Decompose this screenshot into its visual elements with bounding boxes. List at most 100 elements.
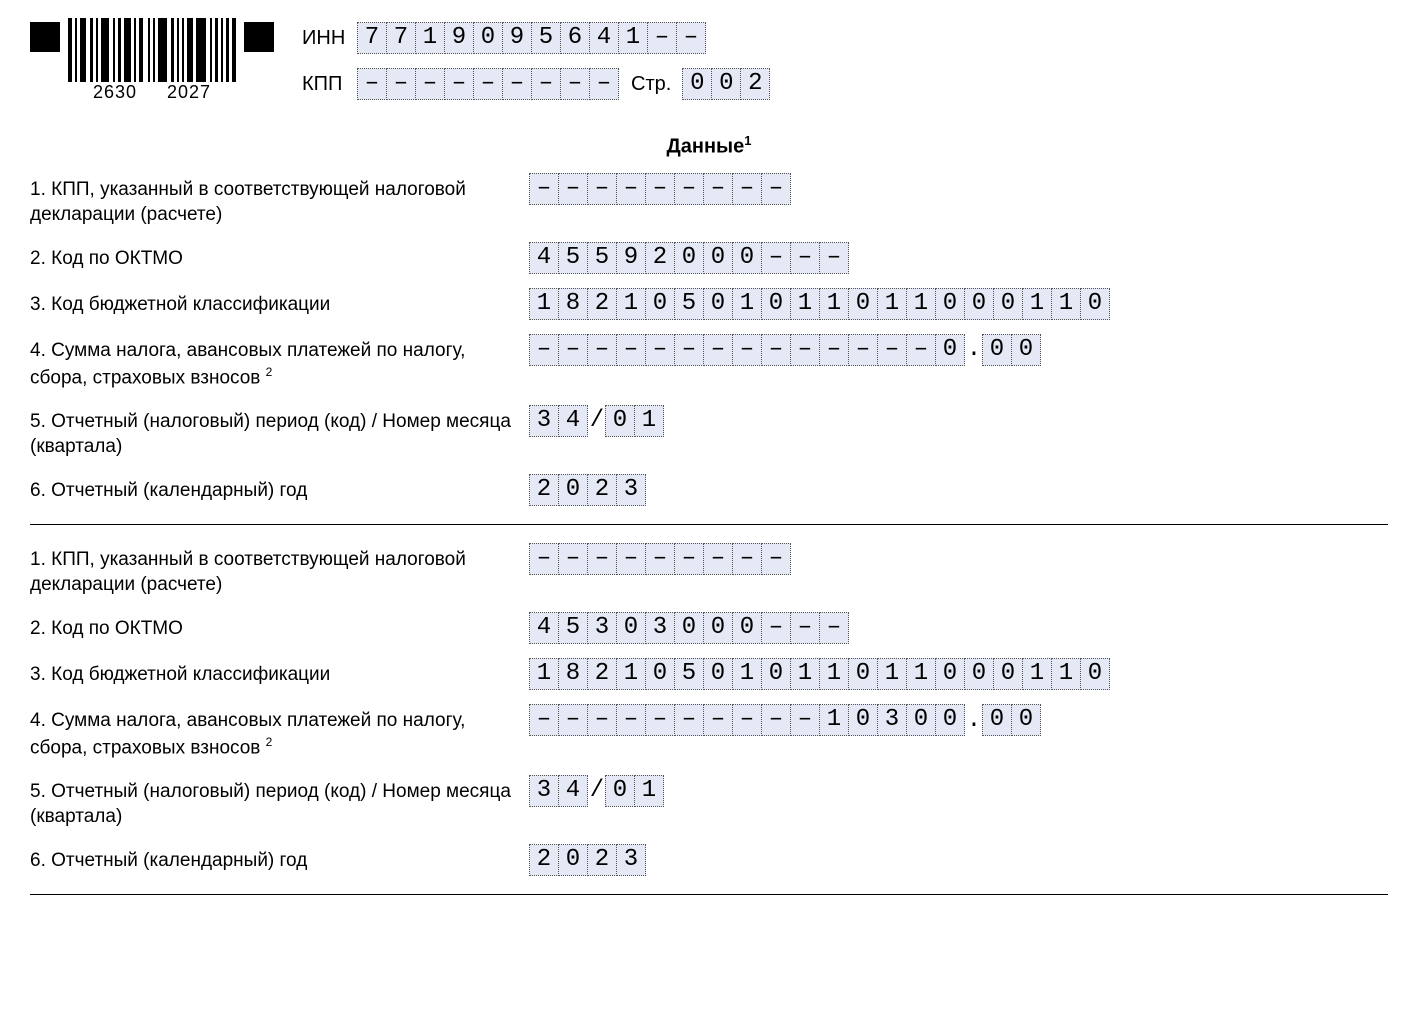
cell[interactable]: 0 — [964, 658, 994, 690]
cell[interactable]: 1 — [1051, 288, 1081, 320]
cell[interactable]: 1 — [819, 288, 849, 320]
cell[interactable]: 0 — [1011, 704, 1041, 736]
cell[interactable]: – — [616, 704, 646, 736]
cell[interactable]: 4 — [558, 405, 588, 437]
period-code-cells[interactable]: 34 — [530, 775, 588, 807]
cell[interactable]: 0 — [703, 658, 733, 690]
cell[interactable]: 0 — [605, 775, 635, 807]
cell[interactable]: – — [357, 68, 387, 100]
cell[interactable]: 1 — [415, 22, 445, 54]
cell[interactable]: 0 — [473, 22, 503, 54]
cell[interactable]: 3 — [877, 704, 907, 736]
cell[interactable]: – — [502, 68, 532, 100]
cell[interactable]: 1 — [616, 288, 646, 320]
cell[interactable]: 2 — [740, 68, 770, 100]
cell[interactable]: 4 — [558, 775, 588, 807]
cell[interactable]: – — [819, 242, 849, 274]
cell[interactable]: – — [703, 704, 733, 736]
cell[interactable]: – — [529, 173, 559, 205]
cell-group[interactable]: 18210501011011000110 — [530, 658, 1110, 690]
cell[interactable]: – — [819, 612, 849, 644]
cell[interactable]: – — [589, 68, 619, 100]
cell[interactable]: – — [558, 334, 588, 366]
cell[interactable]: 0 — [732, 612, 762, 644]
cell[interactable]: – — [415, 68, 445, 100]
cell[interactable]: – — [906, 334, 936, 366]
cell[interactable]: 1 — [529, 658, 559, 690]
cell[interactable]: – — [647, 22, 677, 54]
cell[interactable]: 5 — [531, 22, 561, 54]
cell[interactable]: – — [529, 704, 559, 736]
cell[interactable]: – — [819, 334, 849, 366]
cell[interactable]: – — [645, 704, 675, 736]
cell[interactable]: 1 — [819, 704, 849, 736]
cell[interactable]: 0 — [711, 68, 741, 100]
cell[interactable]: 3 — [616, 474, 646, 506]
cell[interactable]: 1 — [732, 288, 762, 320]
cell[interactable]: – — [645, 334, 675, 366]
cell[interactable]: – — [790, 704, 820, 736]
cell[interactable]: – — [558, 704, 588, 736]
kpp-cells[interactable]: ––––––––– — [358, 68, 619, 100]
cell[interactable]: – — [616, 334, 646, 366]
cell[interactable]: 1 — [1022, 658, 1052, 690]
cell[interactable]: – — [587, 704, 617, 736]
cell-group[interactable]: 2023 — [530, 474, 646, 506]
cell[interactable]: 0 — [906, 704, 936, 736]
cell[interactable]: 3 — [587, 612, 617, 644]
cell[interactable]: – — [848, 334, 878, 366]
cell[interactable]: – — [587, 173, 617, 205]
cell[interactable]: 0 — [682, 68, 712, 100]
cell[interactable]: 2 — [529, 844, 559, 876]
cell[interactable]: 9 — [502, 22, 532, 54]
cell[interactable]: 2 — [529, 474, 559, 506]
cell[interactable]: – — [761, 612, 791, 644]
cell[interactable]: 4 — [529, 242, 559, 274]
cell[interactable]: – — [645, 173, 675, 205]
cell[interactable]: – — [560, 68, 590, 100]
cell[interactable]: 1 — [529, 288, 559, 320]
cell[interactable]: 0 — [645, 288, 675, 320]
cell[interactable]: 7 — [357, 22, 387, 54]
cell[interactable]: 9 — [444, 22, 474, 54]
cell[interactable]: 1 — [618, 22, 648, 54]
cell[interactable]: 5 — [587, 242, 617, 274]
cell[interactable]: 0 — [935, 704, 965, 736]
cell[interactable]: – — [703, 334, 733, 366]
cell[interactable]: 1 — [790, 288, 820, 320]
cell[interactable]: 0 — [1080, 658, 1110, 690]
cell[interactable]: 0 — [558, 844, 588, 876]
cell[interactable]: 8 — [558, 658, 588, 690]
cell[interactable]: 1 — [877, 658, 907, 690]
cell[interactable]: 0 — [674, 612, 704, 644]
cell[interactable]: 3 — [529, 405, 559, 437]
cell[interactable]: 7 — [386, 22, 416, 54]
cell[interactable]: 4 — [589, 22, 619, 54]
cell[interactable]: 0 — [674, 242, 704, 274]
cell[interactable]: – — [732, 543, 762, 575]
cell[interactable]: – — [676, 22, 706, 54]
cell[interactable]: 0 — [761, 658, 791, 690]
cell[interactable]: 9 — [616, 242, 646, 274]
cell[interactable]: – — [473, 68, 503, 100]
cell[interactable]: 0 — [982, 334, 1012, 366]
cell[interactable]: 0 — [848, 658, 878, 690]
cell[interactable]: – — [529, 543, 559, 575]
cell[interactable]: 0 — [1080, 288, 1110, 320]
cell[interactable]: – — [444, 68, 474, 100]
sum-dec-cells[interactable]: 00 — [983, 334, 1041, 366]
cell[interactable]: 1 — [790, 658, 820, 690]
cell[interactable]: 0 — [558, 474, 588, 506]
cell[interactable]: – — [877, 334, 907, 366]
cell[interactable]: 1 — [906, 658, 936, 690]
cell[interactable]: 0 — [935, 658, 965, 690]
cell[interactable]: 0 — [645, 658, 675, 690]
cell[interactable]: 3 — [616, 844, 646, 876]
cell[interactable]: – — [587, 543, 617, 575]
cell[interactable]: 0 — [761, 288, 791, 320]
cell[interactable]: – — [386, 68, 416, 100]
cell[interactable]: 8 — [558, 288, 588, 320]
cell[interactable]: 1 — [877, 288, 907, 320]
cell[interactable]: 1 — [906, 288, 936, 320]
cell[interactable]: – — [761, 173, 791, 205]
